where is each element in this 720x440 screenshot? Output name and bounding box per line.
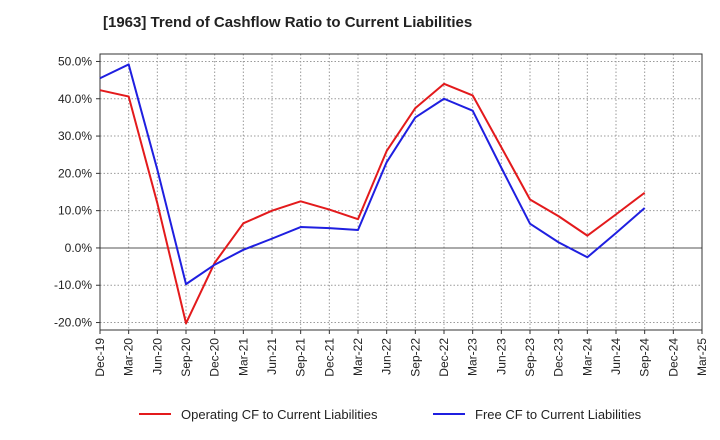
- x-tick-label: Mar-24: [580, 338, 594, 376]
- plot-frame: [99, 53, 703, 331]
- x-tick-label: Sep-23: [523, 338, 537, 377]
- x-tick-label: Jun-23: [494, 338, 508, 375]
- legend-label-2: Free CF to Current Liabilities: [475, 407, 642, 422]
- y-tick-label: 10.0%: [58, 204, 92, 218]
- x-tick-label: Sep-20: [179, 338, 193, 377]
- x-tick-label: Dec-21: [322, 338, 336, 377]
- legend: Operating CF to Current Liabilities Free …: [139, 407, 642, 422]
- x-tick-label: Dec-24: [666, 338, 680, 377]
- grid: [100, 54, 702, 330]
- x-tick-label: Sep-22: [408, 338, 422, 377]
- x-tick-label: Mar-22: [351, 338, 365, 376]
- y-tick-label: 50.0%: [58, 54, 92, 68]
- x-tick-label: Jun-20: [150, 338, 164, 375]
- x-tick-label: Mar-21: [236, 338, 250, 376]
- x-tick-label: Dec-23: [552, 338, 566, 377]
- x-tick-label: Jun-22: [380, 338, 394, 375]
- axes: [96, 53, 703, 334]
- x-tick-label: Jun-24: [609, 338, 623, 375]
- y-tick-label: -10.0%: [54, 278, 92, 292]
- y-tick-label: -20.0%: [54, 316, 92, 330]
- series-lines: [99, 63, 646, 325]
- x-tick-label: Mar-20: [122, 338, 136, 376]
- x-tick-label: Sep-21: [294, 338, 308, 377]
- legend-label-1: Operating CF to Current Liabilities: [181, 407, 378, 422]
- series-line-1: [99, 82, 646, 325]
- x-tick-label: Dec-20: [208, 338, 222, 377]
- x-tick-label: Sep-24: [638, 338, 652, 377]
- y-tick-label: 40.0%: [58, 92, 92, 106]
- chart-title: [1963] Trend of Cashflow Ratio to Curren…: [103, 14, 473, 31]
- y-tick-label: 30.0%: [58, 129, 92, 143]
- x-tick-label: Dec-22: [437, 338, 451, 377]
- y-tick-label: 20.0%: [58, 166, 92, 180]
- x-tick-label: Jun-21: [265, 338, 279, 375]
- x-tick-label: Mar-25: [695, 338, 709, 376]
- x-tick-labels: Dec-19 Mar-20 Jun-20 Sep-20 Dec-20 Mar-21 Jun-…: [93, 338, 709, 377]
- x-tick-label: Mar-23: [466, 338, 480, 376]
- x-tick-label: Dec-19: [93, 338, 107, 377]
- y-tick-label: 0.0%: [65, 241, 93, 255]
- series-line-2: [99, 63, 646, 286]
- y-tick-labels: 50.0% 40.0% 30.0% 20.0% 10.0% 0.0% -10.0% -20.0…: [54, 54, 92, 329]
